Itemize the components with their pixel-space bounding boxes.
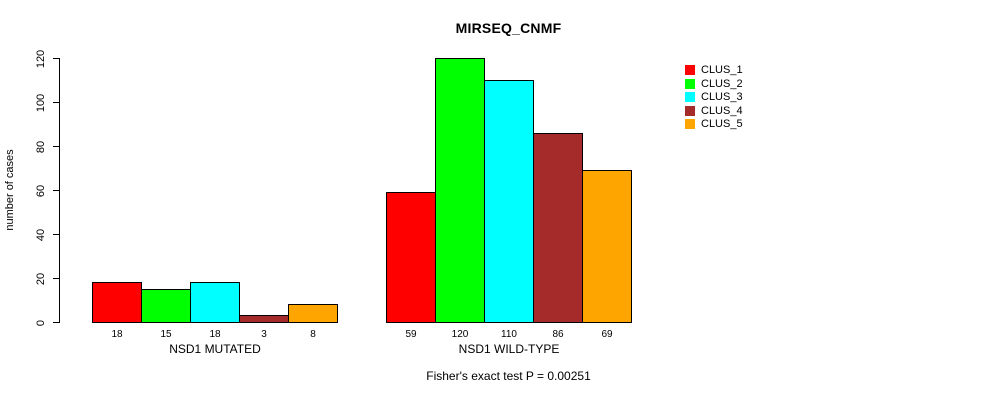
bar-value-label: 18 [209, 329, 221, 340]
legend-swatch [685, 65, 695, 75]
y-tick [53, 278, 59, 279]
y-tick [53, 102, 59, 103]
y-tick-label: 20 [35, 272, 47, 285]
y-tick-label: 80 [35, 140, 47, 153]
bar-value-label: 18 [111, 329, 123, 340]
legend-item: CLUS_5 [685, 118, 743, 130]
bar-value-label: 8 [310, 329, 316, 340]
group-label: NSD1 MUTATED [169, 342, 261, 356]
bar [239, 315, 289, 323]
bar-value-label: 59 [405, 329, 417, 340]
legend-label: CLUS_1 [701, 64, 743, 76]
legend-item: CLUS_1 [685, 64, 743, 76]
bar [288, 304, 338, 323]
bar [484, 80, 534, 323]
bar-value-label: 15 [160, 329, 172, 340]
y-tick-label: 100 [35, 93, 47, 112]
bar [92, 282, 142, 323]
legend-label: CLUS_5 [701, 118, 743, 130]
bar [190, 282, 240, 323]
y-tick-label: 0 [35, 319, 47, 326]
y-tick [53, 322, 59, 323]
bar [435, 58, 485, 323]
bar [582, 170, 632, 323]
y-tick [53, 190, 59, 191]
y-tick [53, 146, 59, 147]
bar-value-label: 120 [451, 329, 469, 340]
bar-value-label: 69 [601, 329, 613, 340]
legend-swatch [685, 119, 695, 129]
plot-title: MIRSEQ_CNMF [455, 20, 562, 36]
y-tick [53, 58, 59, 59]
bar [386, 192, 436, 323]
fisher-test-caption: Fisher's exact test P = 0.00251 [426, 369, 591, 383]
legend-label: CLUS_3 [701, 91, 743, 103]
legend-item: CLUS_2 [685, 77, 743, 90]
y-axis-line [59, 58, 60, 323]
legend-swatch [685, 92, 695, 102]
legend-item: CLUS_4 [685, 104, 743, 117]
y-tick-label: 40 [35, 228, 47, 241]
bar-value-label: 86 [552, 329, 564, 340]
bar-value-label: 110 [501, 329, 517, 340]
legend-swatch [685, 105, 695, 116]
bar [533, 132, 583, 323]
y-tick-label: 120 [35, 49, 47, 68]
y-tick-label: 60 [35, 184, 47, 197]
legend: CLUS_1 CLUS_2 CLUS_3 CLUS_4 CLUS_5 [685, 64, 743, 130]
legend-label: CLUS_4 [701, 104, 743, 117]
legend-label: CLUS_2 [701, 77, 743, 90]
legend-item: CLUS_3 [685, 91, 743, 103]
y-tick [53, 234, 59, 235]
group-label: NSD1 WILD-TYPE [458, 342, 560, 356]
bar-value-label: 3 [261, 329, 267, 340]
legend-swatch [685, 78, 695, 89]
bar [141, 289, 191, 323]
